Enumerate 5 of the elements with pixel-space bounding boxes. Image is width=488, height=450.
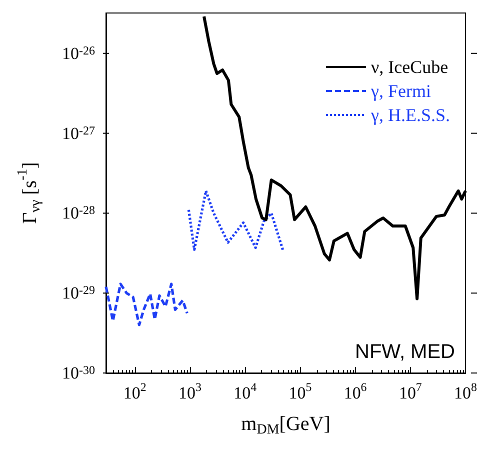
legend-label: ν, IceCube: [371, 57, 448, 77]
legend-label: γ, Fermi: [370, 81, 431, 101]
legend-label: γ, H.E.S.S.: [370, 105, 450, 125]
annotation: NFW, MED: [355, 341, 456, 363]
y-axis-title: Γνγ [s-1]: [16, 162, 44, 224]
